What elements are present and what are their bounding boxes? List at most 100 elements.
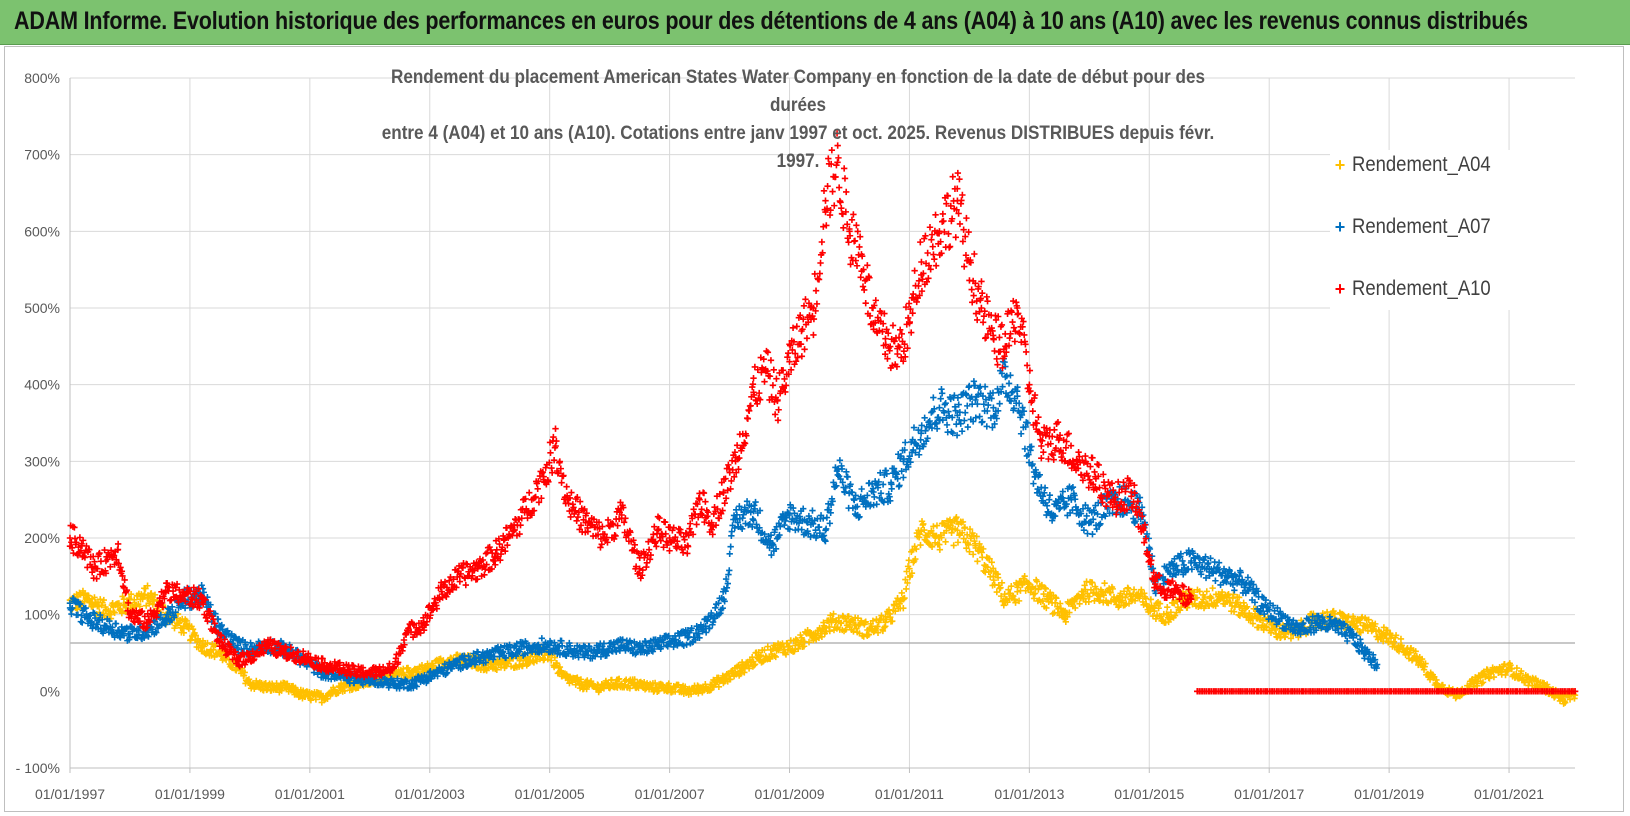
x-tick-label: 01/01/2013 xyxy=(994,786,1064,802)
data-point xyxy=(936,404,943,411)
data-point-marker xyxy=(151,591,159,598)
data-point-marker xyxy=(1152,615,1160,622)
x-tick-label: 01/01/2003 xyxy=(395,786,465,802)
data-point-marker xyxy=(902,439,909,446)
x-tick-label: 01/01/1999 xyxy=(155,786,225,802)
y-tick-label: 500% xyxy=(24,300,60,316)
data-point-marker xyxy=(901,594,908,602)
data-point-marker xyxy=(1046,589,1054,596)
data-point-marker xyxy=(943,527,950,534)
data-point-marker xyxy=(118,609,126,617)
data-point-marker xyxy=(199,637,207,644)
data-point-marker xyxy=(993,588,1001,596)
data-point-marker xyxy=(1062,618,1069,626)
data-point-marker xyxy=(883,615,890,623)
y-tick-label: 600% xyxy=(24,223,60,239)
data-point-marker xyxy=(1231,587,1238,594)
data-point-marker xyxy=(902,576,909,583)
data-point-marker xyxy=(462,581,470,589)
data-point-marker xyxy=(556,663,564,671)
data-point-marker xyxy=(772,653,779,661)
data-point-marker xyxy=(1172,597,1180,604)
data-point-marker xyxy=(879,627,887,635)
data-point-marker xyxy=(974,558,981,565)
x-tick-label: 01/01/2015 xyxy=(1114,786,1184,802)
data-point-marker xyxy=(115,600,123,607)
data-point-marker xyxy=(964,423,972,431)
data-point-marker xyxy=(930,523,937,530)
data-point-marker xyxy=(854,615,862,622)
data-point-marker xyxy=(73,606,81,613)
page-title: ADAM Informe. Evolution historique des p… xyxy=(14,7,1528,35)
data-point-marker xyxy=(715,683,723,690)
data-point-marker xyxy=(936,546,944,553)
data-point-marker xyxy=(1117,590,1124,597)
data-point-marker xyxy=(626,685,634,692)
data-point-marker xyxy=(965,541,972,549)
data-point-marker xyxy=(1097,593,1104,600)
data-point-marker xyxy=(966,525,974,533)
data-point-marker xyxy=(551,654,559,661)
data-point-marker xyxy=(752,498,759,506)
data-point-marker xyxy=(552,425,559,432)
y-tick-label: 200% xyxy=(24,530,60,546)
y-tick-label: 400% xyxy=(24,377,60,393)
data-point-marker xyxy=(874,623,881,630)
data-point-marker xyxy=(745,665,753,672)
data-point-marker xyxy=(1209,584,1216,592)
data-point-marker xyxy=(1212,602,1219,610)
data-point-marker xyxy=(871,493,878,501)
data-point-marker xyxy=(844,473,851,481)
data-point-marker xyxy=(192,632,199,639)
data-point-marker xyxy=(930,394,937,401)
data-point-marker xyxy=(574,513,582,521)
data-point-marker xyxy=(183,617,190,625)
data-point-marker xyxy=(348,686,356,693)
data-point-marker xyxy=(1147,596,1155,603)
data-point-marker xyxy=(1046,492,1054,499)
x-tick-label: 01/01/2007 xyxy=(635,786,705,802)
data-point-marker xyxy=(794,637,801,644)
data-point-marker xyxy=(1053,595,1060,602)
data-point-marker xyxy=(771,652,778,660)
data-point-marker xyxy=(826,627,834,635)
data-point-marker xyxy=(111,609,118,616)
data-point-marker xyxy=(1122,594,1129,601)
data-point-marker xyxy=(141,591,148,598)
data-point-marker xyxy=(954,539,962,546)
data-point-marker xyxy=(994,574,1002,581)
x-tick-label: 01/01/2001 xyxy=(275,786,345,802)
data-point-marker xyxy=(998,579,1006,587)
data-point-marker xyxy=(878,612,885,619)
data-point-marker xyxy=(1039,597,1047,605)
data-point-marker xyxy=(1215,559,1223,566)
data-point-marker xyxy=(989,565,997,572)
data-point-marker xyxy=(666,547,673,554)
data-point-marker xyxy=(1130,586,1138,593)
data-point-marker xyxy=(874,629,882,636)
data-point-marker xyxy=(963,545,970,552)
data-point-marker xyxy=(127,591,135,598)
data-point-marker xyxy=(969,551,977,558)
data-point-marker xyxy=(1196,588,1203,595)
data-point-marker xyxy=(986,555,993,562)
data-point-marker xyxy=(869,617,877,624)
x-tick-label: 01/01/2021 xyxy=(1474,786,1544,802)
data-point-marker xyxy=(180,629,188,636)
data-point-marker xyxy=(976,540,983,548)
x-tick-label: 01/01/2011 xyxy=(875,786,944,802)
data-point-marker xyxy=(996,585,1003,592)
data-point-marker xyxy=(482,550,490,557)
data-point-marker xyxy=(148,590,155,597)
data-point-marker xyxy=(91,594,98,601)
data-point-marker xyxy=(823,514,831,521)
data-point-marker xyxy=(1035,586,1042,593)
data-point-marker xyxy=(983,423,990,430)
data-point-marker xyxy=(851,496,858,504)
data-point-marker xyxy=(122,604,130,611)
data-point-marker xyxy=(826,520,834,527)
data-point-marker xyxy=(1208,594,1215,602)
data-point-marker xyxy=(1107,589,1114,596)
data-point-marker xyxy=(881,624,888,631)
data-point-marker xyxy=(909,546,916,554)
